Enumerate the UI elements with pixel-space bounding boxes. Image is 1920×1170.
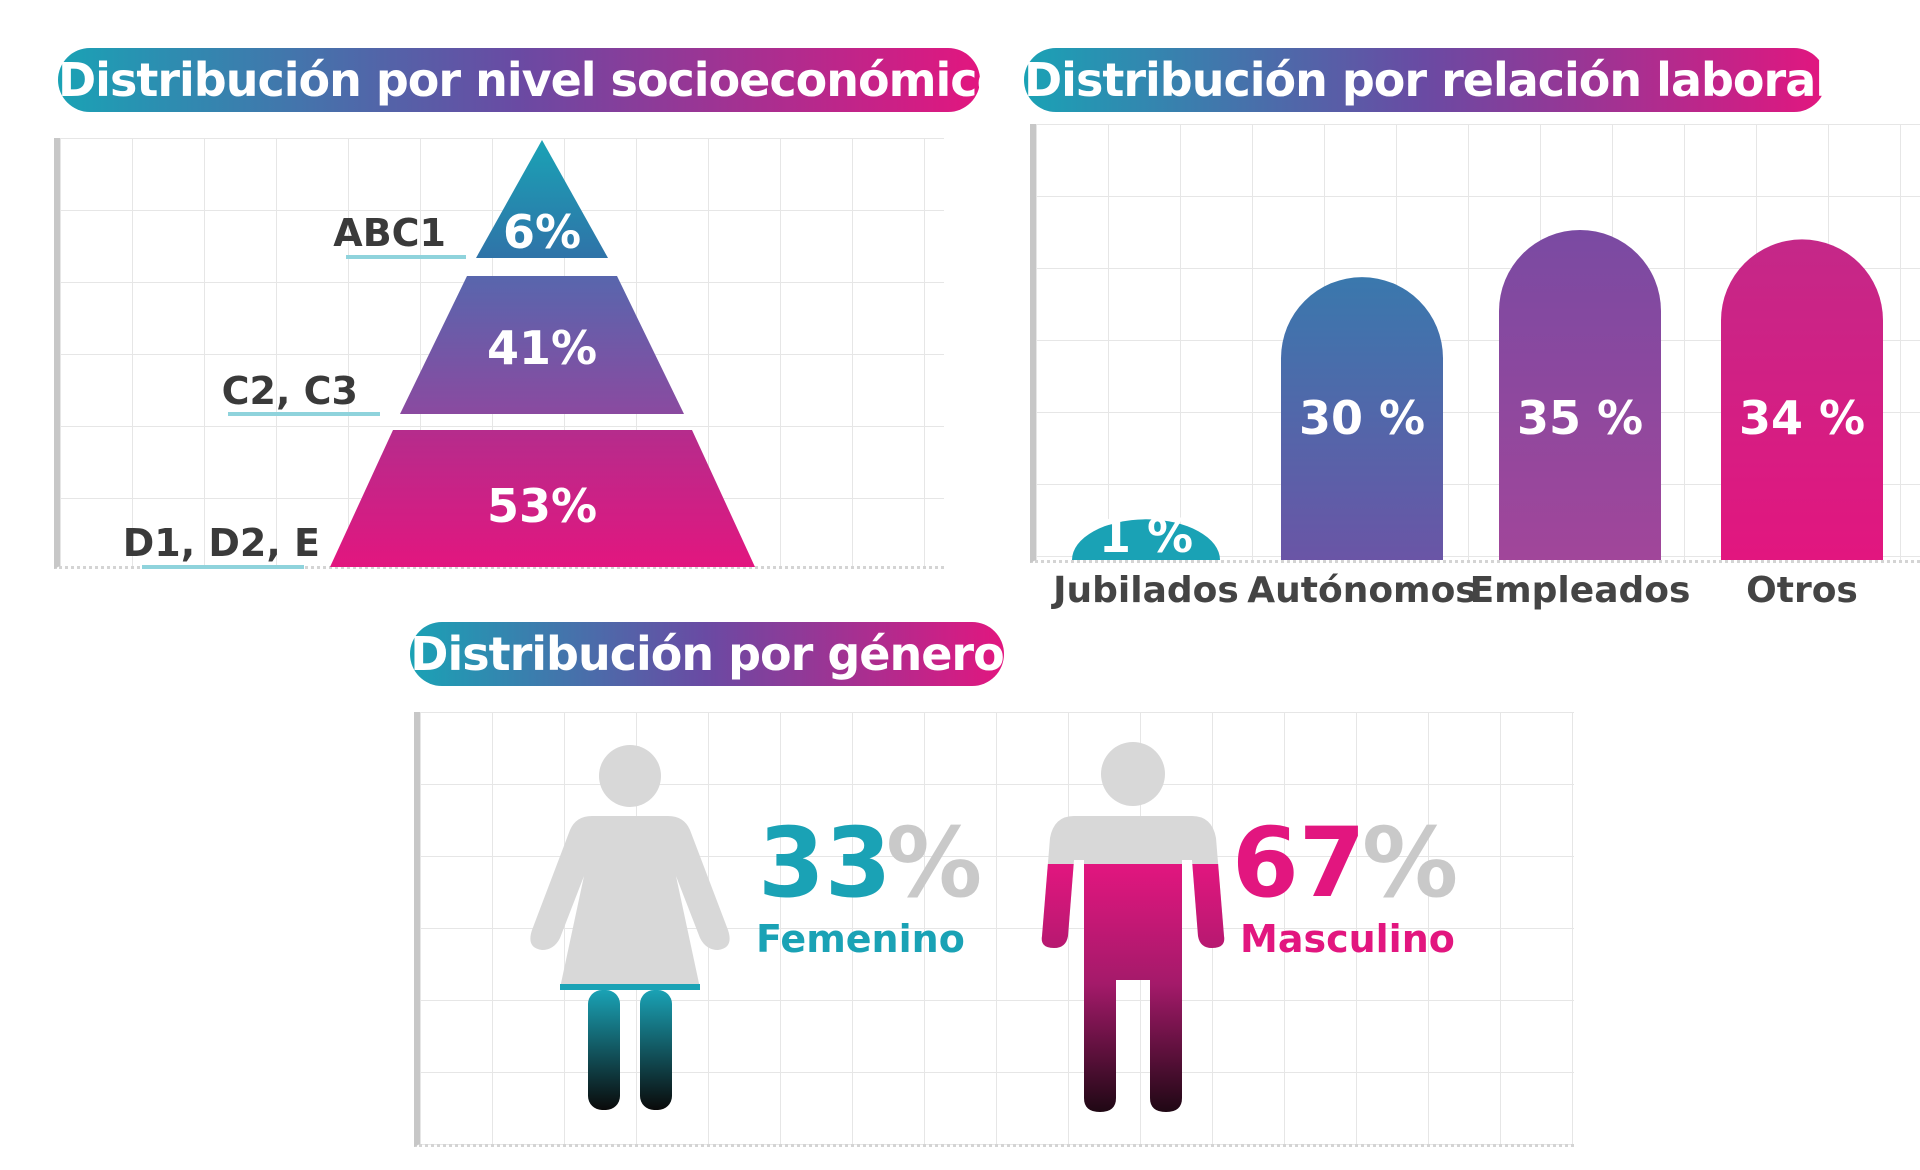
pyramid-label-d1d2e: D1, D2, E bbox=[123, 521, 320, 565]
bar-empleados bbox=[1499, 230, 1661, 560]
male-label: Masculino bbox=[1240, 917, 1455, 961]
pyramid-value-c2c3: 41% bbox=[487, 321, 597, 375]
bar-jubilados bbox=[1072, 519, 1220, 560]
panel-nivel-socioeconomico bbox=[54, 138, 944, 569]
pyramid-label-abc1: ABC1 bbox=[333, 211, 446, 255]
title-genero: Distribución por género bbox=[410, 622, 1005, 686]
title-relacion-laboral: Distribución por relación laboral bbox=[1024, 48, 1831, 112]
pyramid-tier-c2c3 bbox=[400, 276, 684, 414]
female-label: Femenino bbox=[756, 917, 965, 961]
male-figure-icon bbox=[1041, 742, 1225, 1112]
bar-label-jubilados: Jubilados bbox=[1050, 570, 1239, 611]
female-percent-value: 33 bbox=[758, 807, 892, 919]
bar-value-otros: 34 % bbox=[1739, 391, 1865, 445]
pyramid-tier-d1d2e bbox=[330, 430, 755, 567]
pyramid-tier-abc1 bbox=[476, 140, 608, 258]
bar-value-jubilados: 1 % bbox=[1099, 509, 1193, 563]
bar-autonomos bbox=[1281, 277, 1443, 560]
pyramid-value-d1d2e: 53% bbox=[487, 479, 597, 533]
pyramid-label-c2c3: C2, C3 bbox=[222, 369, 358, 413]
pyramid-value-abc1: 6% bbox=[503, 205, 581, 259]
male-percent-value: 67 bbox=[1232, 807, 1366, 919]
bar-label-autonomos: Autónomos bbox=[1247, 570, 1476, 611]
bar-label-empleados: Empleados bbox=[1470, 570, 1691, 611]
bar-value-autonomos: 30 % bbox=[1299, 391, 1425, 445]
female-figure-icon bbox=[530, 745, 730, 1110]
bar-otros bbox=[1721, 239, 1883, 560]
female-percent-symbol: % bbox=[886, 807, 982, 919]
title-nivel-socioeconomico: Distribución por nivel socioeconómico bbox=[58, 48, 1008, 112]
male-percent-symbol: % bbox=[1362, 807, 1458, 919]
bar-label-otros: Otros bbox=[1746, 570, 1858, 611]
bar-value-empleados: 35 % bbox=[1517, 391, 1643, 445]
